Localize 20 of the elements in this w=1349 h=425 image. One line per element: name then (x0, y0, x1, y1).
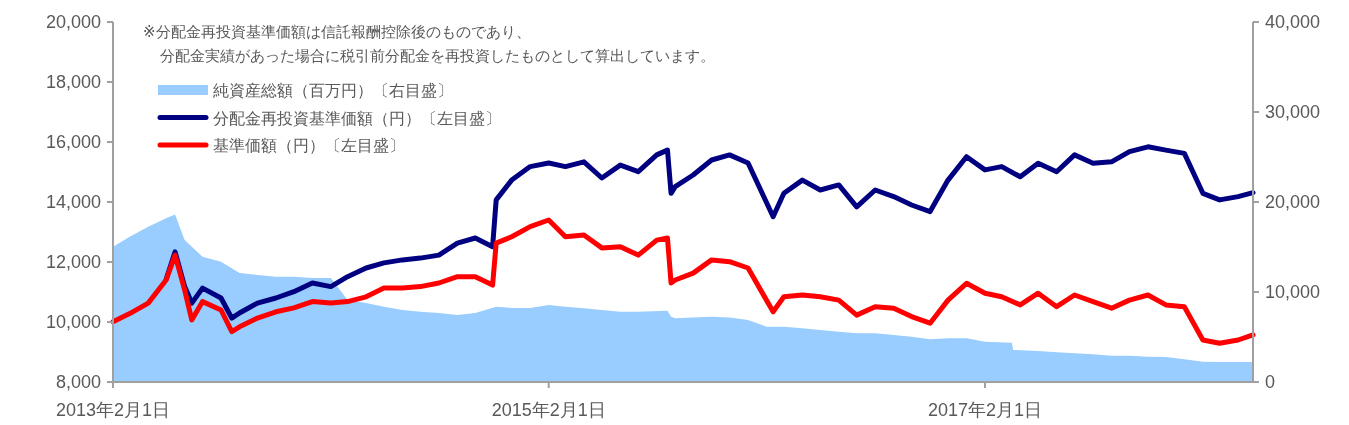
y-tick-label: 18,000 (45, 72, 101, 92)
legend-label: 基準価額（円）〔左目盛〕 (213, 137, 405, 154)
legend-label: 分配金再投資基準価額（円）〔左目盛〕 (213, 109, 501, 127)
annotation: 分配金実績があった場合に税引前分配金を再投資したものとして算出しています。 (160, 47, 715, 64)
y-tick-label: 14,000 (45, 192, 101, 212)
y2-tick-label: 40,000 (1265, 12, 1321, 32)
y2-tick-label: 30,000 (1265, 102, 1321, 122)
y2-tick-label: 0 (1265, 372, 1276, 392)
y2-tick-label: 20,000 (1265, 192, 1321, 212)
x-tick-label: 2013年2月1日 (55, 400, 171, 420)
y-tick-label: 12,000 (45, 252, 101, 272)
x-tick-label: 2017年2月1日 (927, 400, 1043, 420)
y-tick-label: 16,000 (45, 132, 101, 152)
annotation: ※分配金再投資基準価額は信託報酬控除後のものであり、 (143, 23, 531, 40)
y-tick-label: 8,000 (55, 372, 101, 392)
legend-label: 純資産総額（百万円）〔右目盛〕 (213, 82, 453, 99)
x-tick-label: 2015年2月1日 (491, 400, 606, 420)
y-tick-label: 20,000 (45, 12, 101, 32)
y2-tick-label: 10,000 (1265, 282, 1321, 302)
y-tick-label: 10,000 (45, 312, 101, 332)
